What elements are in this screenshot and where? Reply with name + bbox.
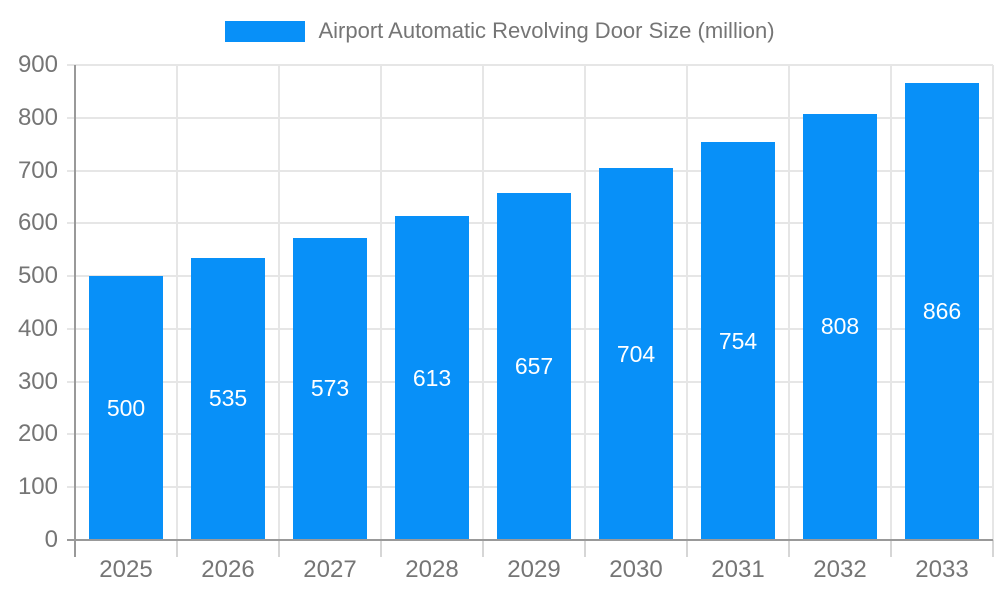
y-tick-label: 800 bbox=[17, 103, 58, 131]
h-gridline bbox=[67, 116, 993, 119]
y-tick-label: 400 bbox=[17, 314, 58, 342]
bar-2028[interactable]: 613 bbox=[395, 216, 469, 540]
legend: Airport Automatic Revolving Door Size (m… bbox=[0, 17, 1000, 45]
y-tick-label: 900 bbox=[17, 51, 58, 78]
legend-label: Airport Automatic Revolving Door Size (m… bbox=[318, 18, 775, 43]
x-tick-label: 2032 bbox=[813, 556, 867, 583]
bar-value-label: 500 bbox=[106, 394, 146, 421]
x-tick-label: 2031 bbox=[711, 556, 765, 583]
bar-2025[interactable]: 500 bbox=[89, 276, 163, 540]
legend-item[interactable]: Airport Automatic Revolving Door Size (m… bbox=[225, 17, 775, 45]
bar-value-label: 754 bbox=[718, 327, 758, 354]
bar-2032[interactable]: 808 bbox=[803, 113, 877, 540]
bar-2031[interactable]: 754 bbox=[701, 142, 775, 540]
bar-2030[interactable]: 704 bbox=[599, 168, 673, 540]
x-tick-label: 2029 bbox=[507, 556, 561, 583]
bar-value-label: 535 bbox=[208, 385, 248, 412]
bar-value-label: 573 bbox=[310, 375, 350, 402]
x-tick-label: 2028 bbox=[405, 556, 459, 583]
v-gridline bbox=[278, 65, 280, 540]
x-axis-tick bbox=[584, 540, 586, 557]
v-gridline bbox=[584, 65, 586, 540]
y-axis-line bbox=[74, 65, 76, 557]
bar-2027[interactable]: 573 bbox=[293, 237, 367, 540]
x-axis-tick bbox=[482, 540, 484, 557]
y-tick-label: 500 bbox=[17, 262, 58, 290]
y-tick-label: 100 bbox=[17, 473, 58, 501]
legend-swatch bbox=[225, 20, 306, 42]
x-axis-line bbox=[67, 539, 993, 541]
x-tick-label: 2025 bbox=[99, 556, 153, 583]
bar-value-label: 613 bbox=[412, 364, 452, 391]
h-gridline bbox=[67, 169, 993, 172]
v-gridline bbox=[380, 65, 382, 540]
bar-2033[interactable]: 866 bbox=[905, 82, 979, 540]
h-gridline bbox=[67, 64, 993, 66]
x-axis-tick bbox=[176, 540, 178, 557]
x-axis-tick bbox=[992, 540, 994, 557]
bar-value-label: 866 bbox=[922, 297, 962, 324]
v-gridline bbox=[992, 65, 994, 540]
bar-value-label: 808 bbox=[820, 313, 860, 340]
v-gridline bbox=[482, 65, 484, 540]
x-axis-tick bbox=[380, 540, 382, 557]
y-tick-label: 600 bbox=[17, 209, 58, 237]
v-gridline bbox=[686, 65, 688, 540]
y-tick-label: 300 bbox=[17, 367, 58, 395]
y-tick-label: 0 bbox=[44, 526, 58, 553]
x-axis-tick bbox=[890, 540, 892, 557]
y-tick-label: 700 bbox=[17, 156, 58, 184]
x-tick-label: 2026 bbox=[201, 556, 255, 583]
x-axis-tick bbox=[788, 540, 790, 557]
v-gridline bbox=[890, 65, 892, 540]
x-axis-tick bbox=[278, 540, 280, 557]
bar-2029[interactable]: 657 bbox=[497, 193, 571, 540]
x-tick-label: 2033 bbox=[915, 556, 969, 583]
bar-value-label: 657 bbox=[514, 353, 554, 380]
x-tick-label: 2030 bbox=[609, 556, 663, 583]
bar-2026[interactable]: 535 bbox=[191, 257, 265, 540]
x-axis-tick bbox=[686, 540, 688, 557]
v-gridline bbox=[176, 65, 178, 540]
v-gridline bbox=[788, 65, 790, 540]
x-tick-label: 2027 bbox=[303, 556, 357, 583]
bar-value-label: 704 bbox=[616, 340, 656, 367]
y-tick-label: 200 bbox=[17, 420, 58, 448]
